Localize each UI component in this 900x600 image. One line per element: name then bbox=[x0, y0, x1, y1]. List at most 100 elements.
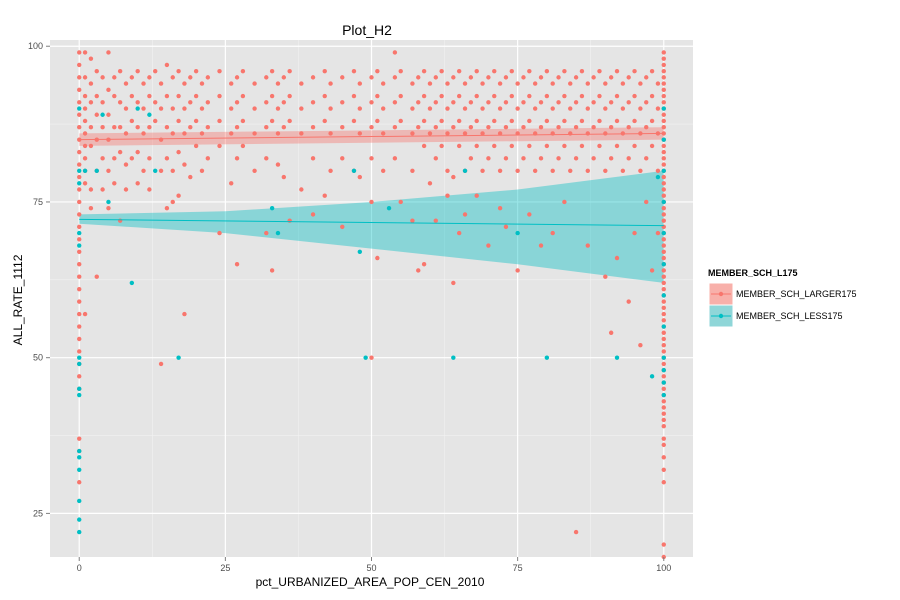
data-point bbox=[626, 125, 631, 130]
data-point bbox=[661, 299, 666, 304]
data-point bbox=[644, 125, 649, 130]
data-point bbox=[532, 81, 538, 86]
data-point bbox=[562, 93, 567, 99]
data-point bbox=[164, 156, 170, 161]
data-point bbox=[77, 355, 82, 360]
data-point bbox=[591, 100, 596, 105]
data-point bbox=[591, 156, 596, 161]
data-point bbox=[573, 100, 579, 105]
data-point bbox=[556, 100, 561, 105]
data-point bbox=[77, 243, 82, 248]
data-point bbox=[106, 168, 111, 174]
data-point bbox=[205, 75, 211, 80]
data-point bbox=[351, 93, 357, 99]
data-point bbox=[568, 168, 573, 174]
data-point bbox=[661, 112, 666, 117]
data-point bbox=[421, 262, 427, 267]
data-point bbox=[661, 193, 666, 198]
data-point bbox=[77, 181, 82, 186]
data-point bbox=[77, 149, 82, 155]
data-point bbox=[170, 75, 175, 80]
data-point bbox=[661, 311, 666, 317]
data-point bbox=[123, 187, 129, 192]
data-point bbox=[141, 131, 146, 136]
data-point bbox=[649, 374, 655, 379]
data-point bbox=[521, 75, 526, 80]
data-point bbox=[141, 168, 146, 174]
data-point bbox=[269, 68, 275, 74]
data-point bbox=[375, 255, 380, 261]
data-point bbox=[322, 193, 327, 198]
data-point bbox=[82, 143, 88, 149]
data-point bbox=[77, 174, 82, 180]
data-point bbox=[199, 106, 205, 111]
data-point bbox=[153, 168, 158, 174]
data-point bbox=[340, 224, 345, 230]
data-point bbox=[515, 106, 520, 111]
data-point bbox=[369, 75, 374, 80]
data-point bbox=[626, 75, 631, 80]
data-point bbox=[322, 118, 327, 124]
x-tick-label: 75 bbox=[513, 563, 523, 573]
data-point bbox=[644, 199, 649, 205]
data-point bbox=[77, 286, 82, 292]
data-point bbox=[398, 68, 403, 74]
data-point bbox=[193, 93, 199, 99]
y-tick-label: 75 bbox=[33, 197, 43, 207]
data-point bbox=[88, 100, 94, 105]
data-point bbox=[77, 386, 82, 392]
data-point bbox=[106, 87, 111, 93]
data-point bbox=[568, 81, 573, 86]
legend-title: MEMBER_SCH_L175 bbox=[708, 268, 798, 278]
data-point bbox=[468, 156, 474, 161]
data-point bbox=[240, 93, 246, 99]
data-point bbox=[205, 156, 211, 161]
data-point bbox=[269, 268, 275, 273]
data-point bbox=[129, 93, 135, 99]
data-point bbox=[538, 100, 544, 105]
data-point bbox=[527, 93, 532, 99]
data-point bbox=[82, 118, 88, 124]
data-point bbox=[94, 112, 99, 117]
data-point bbox=[550, 81, 555, 86]
data-point bbox=[77, 249, 82, 254]
data-point bbox=[170, 106, 175, 111]
data-point bbox=[328, 131, 333, 136]
data-point bbox=[153, 68, 158, 74]
data-point bbox=[94, 68, 99, 74]
data-point bbox=[375, 118, 380, 124]
data-point bbox=[217, 230, 222, 236]
data-point bbox=[661, 50, 666, 55]
data-point bbox=[562, 199, 567, 205]
data-point bbox=[141, 106, 146, 111]
data-point bbox=[82, 311, 88, 317]
data-point bbox=[661, 386, 666, 392]
data-point bbox=[77, 274, 82, 279]
data-point bbox=[299, 81, 304, 86]
data-point bbox=[281, 174, 287, 180]
data-point bbox=[579, 68, 585, 74]
data-point bbox=[123, 162, 129, 167]
data-point bbox=[234, 262, 240, 267]
data-point bbox=[77, 87, 82, 93]
data-point bbox=[117, 218, 123, 223]
data-point bbox=[521, 125, 526, 130]
data-point bbox=[492, 143, 497, 149]
data-point bbox=[661, 205, 666, 211]
data-point bbox=[77, 392, 82, 398]
data-point bbox=[603, 81, 608, 86]
data-point bbox=[661, 305, 666, 311]
data-point bbox=[269, 205, 275, 211]
data-point bbox=[427, 81, 433, 86]
data-point bbox=[649, 68, 655, 74]
data-point bbox=[94, 168, 99, 174]
data-point bbox=[421, 118, 427, 124]
data-point bbox=[275, 131, 281, 136]
data-point bbox=[269, 118, 275, 124]
data-point bbox=[82, 131, 88, 136]
data-point bbox=[597, 118, 602, 124]
data-point bbox=[252, 168, 257, 174]
data-point bbox=[492, 93, 497, 99]
data-point bbox=[620, 168, 626, 174]
data-point bbox=[153, 118, 158, 124]
